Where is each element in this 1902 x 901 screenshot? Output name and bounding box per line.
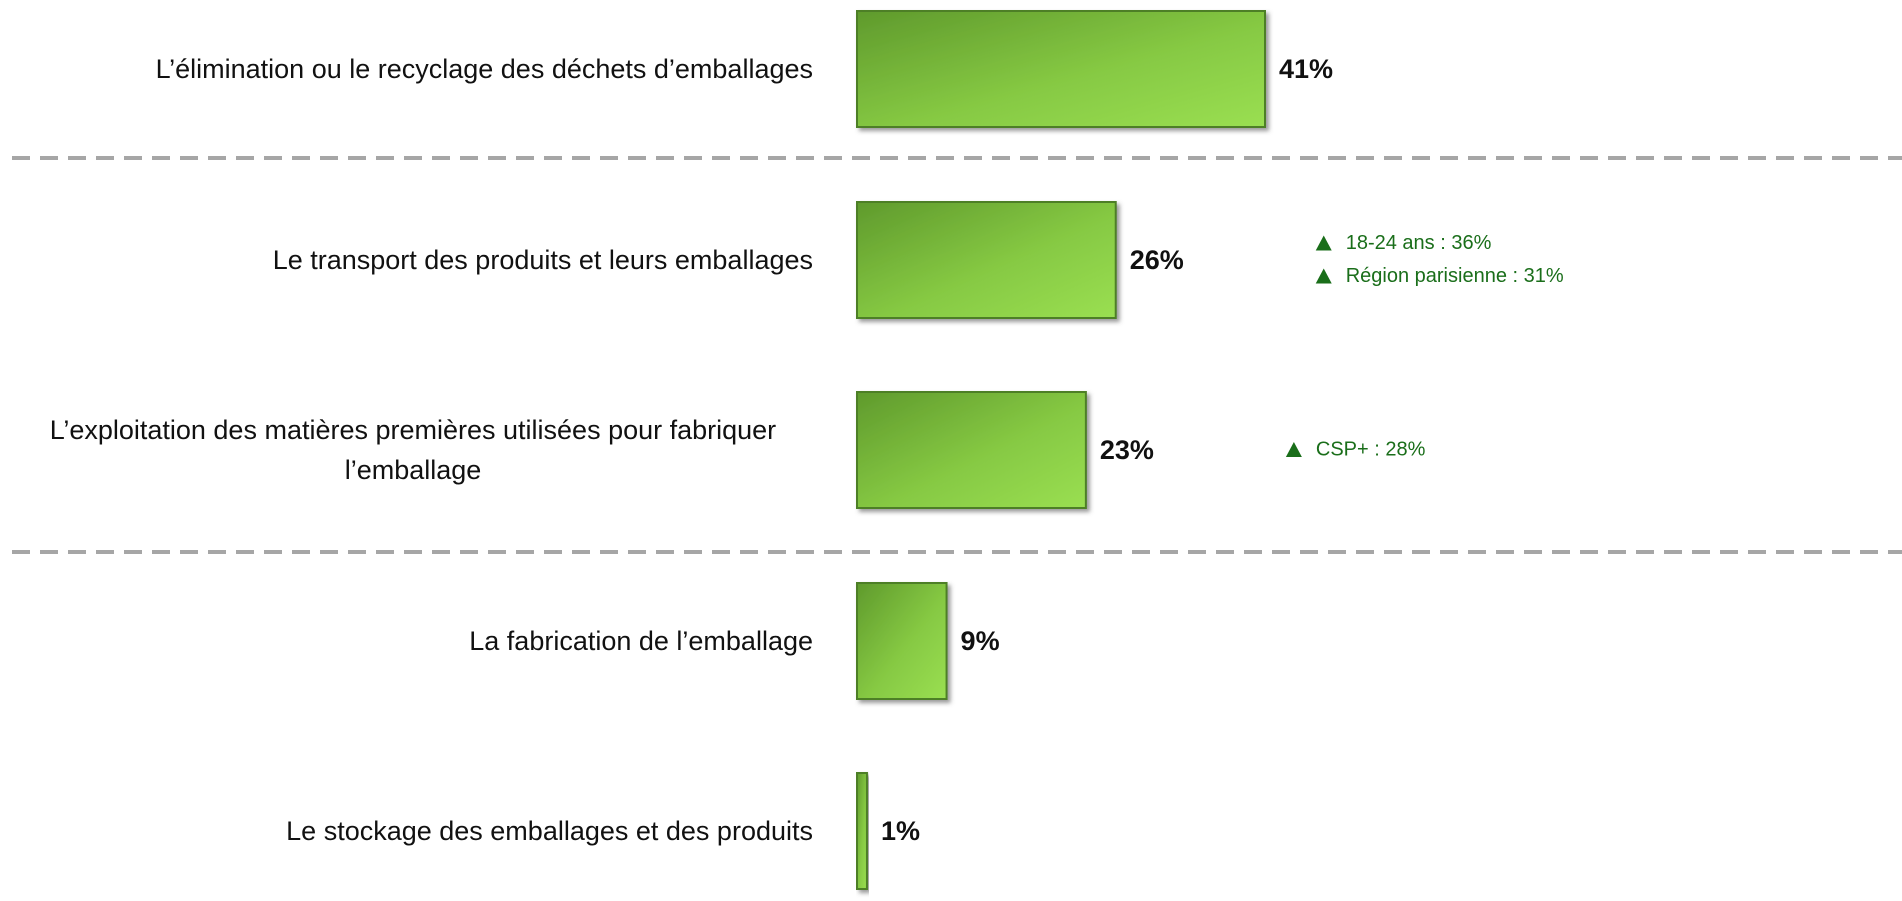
bar xyxy=(856,582,948,700)
category-label: La fabrication de l’emballage xyxy=(469,626,813,656)
value-label: 41% xyxy=(1279,54,1333,84)
bar xyxy=(856,772,868,890)
bar xyxy=(856,391,1087,509)
value-label: 26% xyxy=(1130,245,1184,275)
bar xyxy=(856,10,1266,128)
value-label: 9% xyxy=(961,626,1000,656)
annotation-arrow xyxy=(1315,235,1332,251)
category-label-box: La fabrication de l’emballage xyxy=(13,581,813,701)
annotation: Région parisienne : 31% xyxy=(1346,265,1564,287)
category-label-box: Le stockage des emballages et des produi… xyxy=(13,771,813,891)
annotation-arrow xyxy=(1285,442,1302,457)
category-label: Le transport des produits et leurs embal… xyxy=(272,245,813,275)
category-label: L’exploitation des matières premières ut… xyxy=(49,415,777,485)
value-label: 1% xyxy=(881,816,920,846)
annotation: 18-24 ans : 36% xyxy=(1346,232,1492,254)
category-label-box: L’exploitation des matières premières ut… xyxy=(13,390,813,510)
category-label: L’élimination ou le recyclage des déchet… xyxy=(155,54,813,84)
category-label: Le stockage des emballages et des produi… xyxy=(286,816,813,846)
annotation: CSP+ : 28% xyxy=(1316,438,1426,460)
value-label: 23% xyxy=(1100,435,1154,465)
category-label-box: Le transport des produits et leurs embal… xyxy=(13,200,813,320)
category-label-box: L’élimination ou le recyclage des déchet… xyxy=(13,9,813,129)
annotation-arrow xyxy=(1315,268,1332,284)
bar xyxy=(856,201,1117,319)
